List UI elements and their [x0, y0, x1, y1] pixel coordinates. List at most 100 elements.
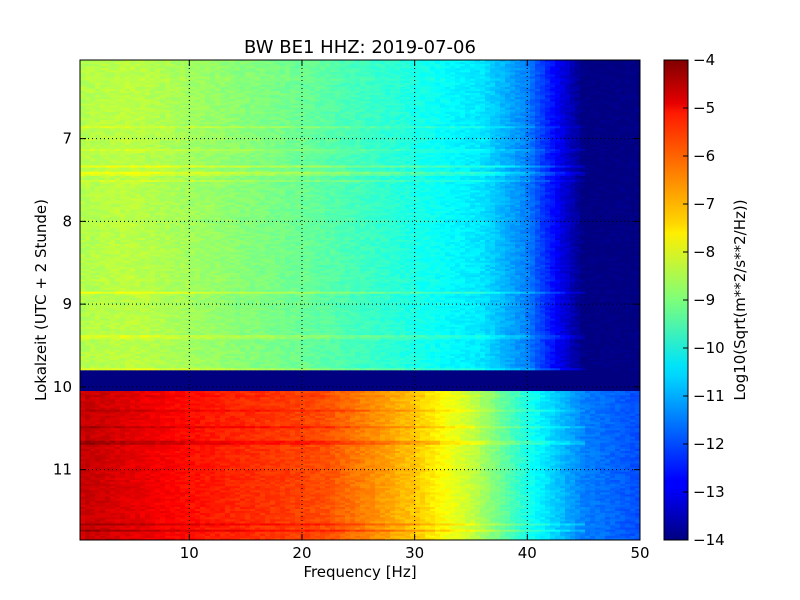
heatmap-cell [625, 128, 631, 131]
heatmap-cell [490, 66, 496, 69]
heatmap-cell [365, 126, 371, 129]
heatmap-cell [90, 84, 96, 88]
heatmap-cell [415, 101, 421, 105]
heatmap-cell [280, 93, 286, 96]
heatmap-cell [390, 78, 396, 82]
heatmap-cell [510, 101, 516, 105]
heatmap-cell [295, 120, 301, 123]
heatmap-cell [120, 109, 126, 113]
heatmap-cell [320, 115, 326, 119]
heatmap-cell [360, 113, 366, 117]
heatmap-cell [600, 107, 606, 111]
heatmap-cell [505, 97, 511, 100]
heatmap-cell [405, 88, 411, 92]
heatmap-cell [540, 93, 546, 96]
heatmap-cell [375, 120, 381, 123]
heatmap-cell [420, 95, 426, 98]
heatmap-cell [105, 126, 111, 129]
heatmap-cell [225, 111, 231, 115]
heatmap-cell [405, 115, 411, 119]
heatmap-cell [105, 120, 111, 123]
heatmap-cell [635, 60, 640, 63]
heatmap-cell [345, 76, 351, 80]
heatmap-cell [570, 99, 576, 102]
heatmap-cell [550, 107, 556, 111]
heatmap-cell [595, 78, 601, 82]
heatmap-cell [495, 107, 501, 111]
heatmap-cell [175, 111, 181, 115]
heatmap-cell [100, 97, 106, 100]
heatmap-cell [185, 88, 191, 92]
heatmap-cell [440, 64, 446, 67]
heatmap-cell [520, 109, 526, 113]
heatmap-cell [445, 99, 451, 102]
heatmap-cell [150, 70, 156, 74]
heatmap-cell [620, 91, 626, 94]
heatmap-cell [170, 107, 176, 111]
heatmap-cell [460, 91, 466, 94]
heatmap-cell [605, 76, 611, 80]
heatmap-cell [585, 111, 591, 115]
heatmap-cell [555, 62, 561, 65]
heatmap-cell [530, 117, 536, 121]
heatmap-cell [310, 80, 316, 84]
heatmap-cell [130, 99, 136, 102]
heatmap-cell [335, 88, 341, 92]
heatmap-cell [95, 72, 101, 76]
heatmap-cell [160, 113, 166, 117]
heatmap-cell [220, 91, 226, 94]
heatmap-cell [585, 126, 591, 129]
heatmap-cell [420, 105, 426, 109]
heatmap-cell [455, 84, 461, 88]
heatmap-cell [450, 74, 456, 78]
heatmap-cell [460, 130, 466, 134]
heatmap-cell [345, 126, 351, 129]
heatmap-cell [365, 91, 371, 94]
heatmap-cell [275, 84, 281, 88]
heatmap-cell [540, 84, 546, 88]
heatmap-cell [630, 120, 636, 123]
heatmap-cell [265, 74, 271, 78]
heatmap-cell [500, 103, 506, 107]
heatmap-cell [300, 86, 306, 90]
heatmap-cell [210, 99, 216, 102]
heatmap-cell [585, 120, 591, 123]
heatmap-cell [475, 97, 481, 100]
heatmap-cell [270, 122, 276, 125]
heatmap-cell [550, 117, 556, 121]
heatmap-cell [605, 80, 611, 84]
heatmap-cell [590, 111, 596, 115]
heatmap-cell [520, 107, 526, 111]
heatmap-cell [530, 99, 536, 102]
heatmap-cell [180, 76, 186, 80]
heatmap-cell [410, 72, 416, 76]
heatmap-cell [290, 76, 296, 80]
heatmap-cell [390, 76, 396, 80]
heatmap-cell [585, 84, 591, 88]
heatmap-cell [375, 101, 381, 105]
heatmap-cell [360, 122, 366, 125]
heatmap-cell [550, 113, 556, 117]
heatmap-cell [545, 95, 551, 98]
heatmap-cell [300, 134, 306, 138]
heatmap-cell [135, 120, 141, 123]
heatmap-cell [535, 105, 541, 109]
heatmap-cell [370, 97, 376, 100]
heatmap-cell [315, 60, 321, 63]
heatmap-cell [505, 105, 511, 109]
heatmap-cell [270, 99, 276, 102]
heatmap-cell [210, 130, 216, 134]
heatmap-cell [205, 74, 211, 78]
heatmap-cell [405, 128, 411, 131]
heatmap-cell [325, 107, 331, 111]
heatmap-cell [240, 74, 246, 78]
heatmap-cell [615, 103, 621, 107]
heatmap-cell [490, 88, 496, 92]
heatmap-cell [340, 130, 346, 134]
heatmap-cell [480, 93, 486, 96]
heatmap-cell [320, 78, 326, 82]
heatmap-cell [515, 66, 521, 69]
heatmap-cell [575, 66, 581, 69]
heatmap-cell [540, 103, 546, 107]
heatmap-cell [320, 95, 326, 98]
